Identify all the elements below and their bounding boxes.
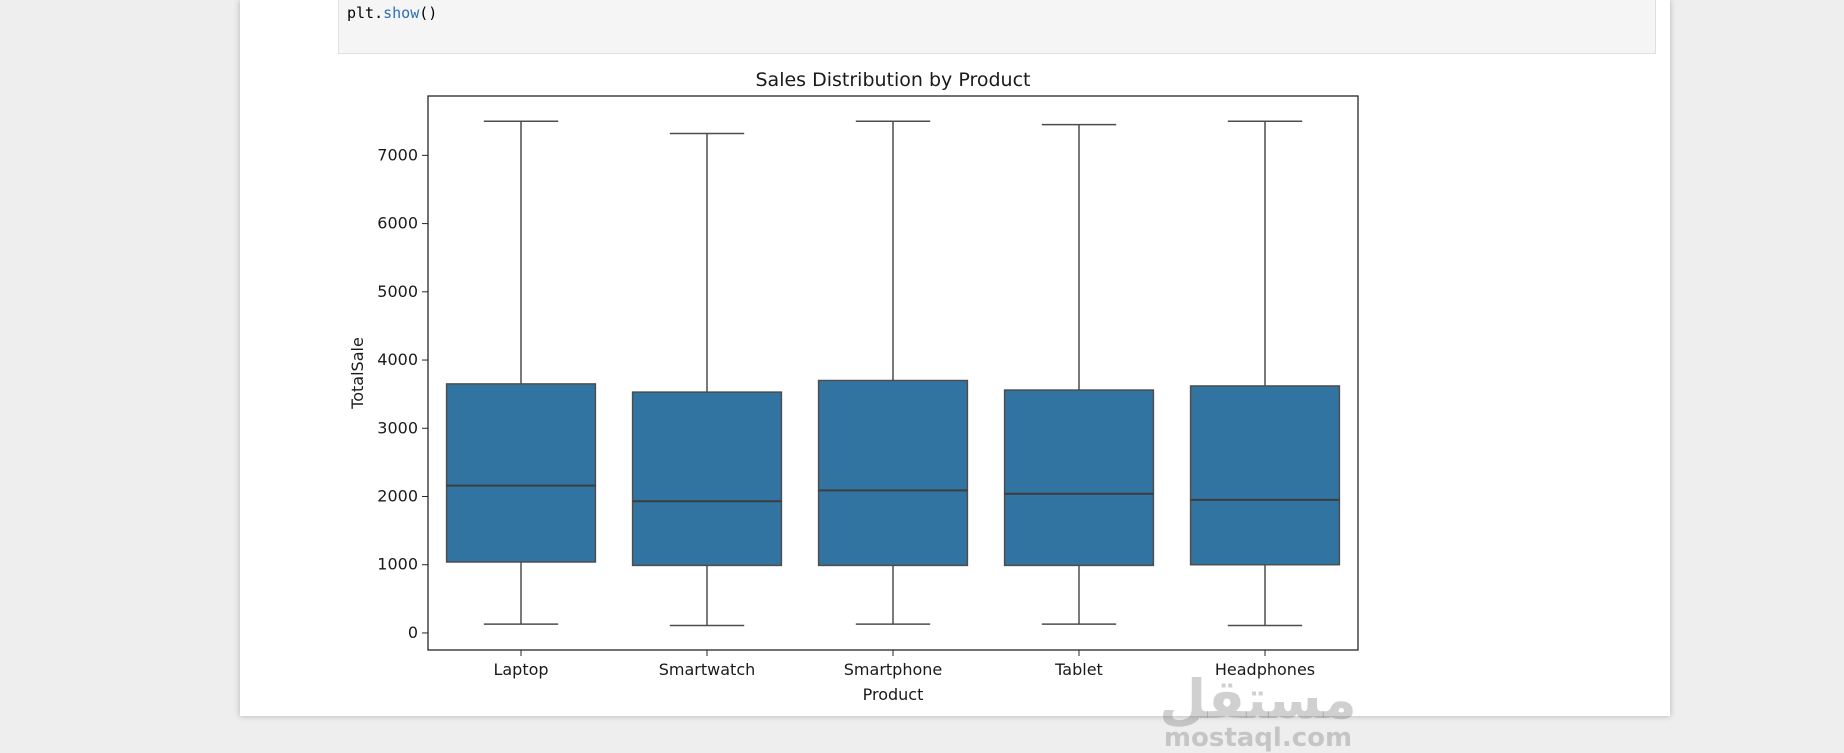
code-line: plt.show() — [347, 4, 437, 22]
chart-title: Sales Distribution by Product — [756, 69, 1031, 91]
box-headphones — [1189, 385, 1341, 566]
y-tick-label: 1000 — [377, 555, 418, 574]
notebook-page — [240, 0, 1670, 716]
box-smartphone — [817, 379, 969, 567]
code-cell[interactable]: plt.show() — [338, 0, 1656, 54]
code-call: () — [419, 4, 438, 22]
y-axis-label: TotalSale — [348, 337, 367, 410]
x-tick-label: Headphones — [1215, 660, 1315, 679]
x-tick-label: Laptop — [493, 660, 548, 679]
watermark-latin: mostaql.com — [1163, 723, 1353, 753]
y-tick-label: 0 — [408, 623, 418, 642]
x-tick-label: Tablet — [1054, 660, 1103, 679]
box-smartwatch — [631, 391, 783, 567]
y-tick-label: 6000 — [377, 214, 418, 233]
y-tick-label: 3000 — [377, 418, 418, 437]
y-tick-label: 4000 — [377, 350, 418, 369]
box-laptop — [445, 383, 597, 563]
box-tablet — [1003, 389, 1155, 567]
plot-frame — [427, 95, 1359, 651]
output-area: Sales Distribution by Product TotalSale … — [338, 60, 1656, 752]
y-tick-label: 5000 — [377, 282, 418, 301]
code-function: show — [383, 4, 420, 22]
y-tick-label: 2000 — [377, 486, 418, 505]
code-object: plt. — [347, 4, 384, 22]
x-tick-label: Smartwatch — [659, 660, 756, 679]
y-tick-label: 7000 — [377, 145, 418, 164]
boxplot-chart: Sales Distribution by Product TotalSale … — [348, 69, 1359, 704]
x-tick-label: Smartphone — [844, 660, 942, 679]
x-axis-label: Product — [863, 685, 924, 704]
